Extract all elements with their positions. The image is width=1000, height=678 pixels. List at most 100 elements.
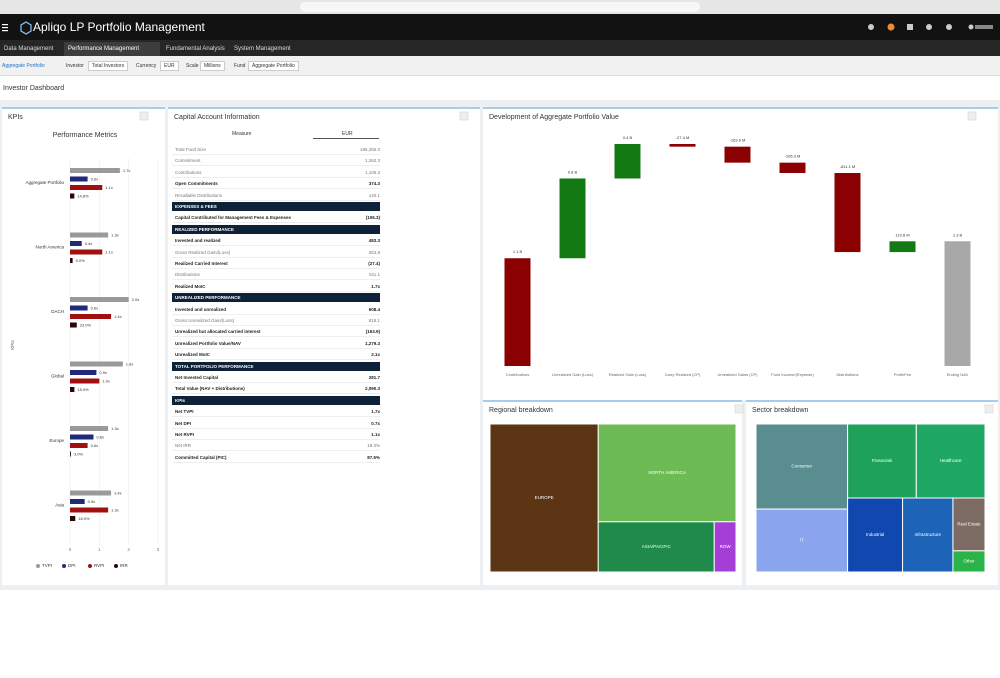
value-label: 0.4x — [85, 241, 93, 246]
row-rule — [172, 256, 380, 258]
row-label: Recallable Distributions — [175, 192, 223, 198]
row-value: (106.3) — [365, 215, 380, 221]
bar — [70, 507, 109, 513]
icon[interactable] — [907, 24, 913, 30]
tab[interactable]: Data Management — [4, 46, 54, 52]
cell-label: Other — [963, 559, 975, 564]
category-label: Global — [51, 374, 64, 379]
tab[interactable]: Performance Management — [64, 42, 160, 56]
legend-marker — [88, 564, 92, 568]
row-rule — [172, 439, 380, 440]
panel-menu[interactable] — [967, 111, 977, 121]
category-label: Unrealized Gain (Loss) — [552, 372, 594, 377]
bar — [70, 426, 109, 431]
category-label: Realized Gain (Loss) — [609, 372, 647, 377]
row-rule — [172, 245, 380, 247]
column-header: Measure — [232, 131, 252, 137]
value-label: 0.8 B — [568, 169, 578, 174]
bar — [70, 232, 109, 238]
icon[interactable] — [887, 23, 895, 31]
app-header: Apliqo LP Portfolio Management — [0, 14, 1000, 40]
bar — [70, 241, 82, 246]
legend-label: DPI — [68, 563, 76, 568]
row-rule — [172, 347, 380, 349]
filter-label: Scale — [186, 63, 199, 69]
user-icon[interactable] — [968, 24, 974, 30]
treemap-cell — [597, 521, 715, 573]
row-rule — [172, 279, 380, 281]
icon[interactable] — [926, 24, 932, 30]
icon[interactable] — [946, 24, 952, 30]
bar — [70, 434, 94, 440]
row-value: 0.7x — [371, 420, 380, 426]
category-label: Fund Income/(Expense) — [771, 372, 814, 377]
row-label: Invested and unrealized — [175, 306, 227, 312]
waterfall-bar — [834, 173, 861, 253]
value-label: -163.9 M — [730, 138, 746, 143]
category-label: DACH — [51, 309, 64, 314]
section-header: KPIs — [172, 395, 380, 405]
filter-dropdown[interactable]: Aggregate Portfolio — [248, 61, 299, 71]
value-label: 1.1x — [105, 185, 113, 190]
cell-label: Consumer — [791, 464, 812, 469]
row-rule — [172, 461, 380, 463]
tab[interactable]: System Management — [234, 46, 291, 52]
treemap-cell — [902, 497, 954, 573]
row-label: Distributions — [175, 272, 200, 278]
icon[interactable] — [868, 24, 874, 30]
row-value: (163.9) — [365, 329, 380, 335]
value-label: 1.3x — [111, 507, 119, 512]
panel-menu[interactable] — [734, 404, 744, 414]
bar — [70, 314, 112, 319]
panel-menu[interactable] — [139, 111, 149, 121]
user-name[interactable] — [975, 25, 993, 29]
filter-dropdown[interactable]: EUR — [160, 61, 179, 71]
legend-marker — [62, 564, 66, 568]
value-label: 3.0% — [74, 451, 84, 456]
bar — [70, 451, 71, 457]
category-label: Ending NAV — [947, 372, 969, 377]
treemap-cell — [755, 423, 849, 510]
bar — [70, 185, 103, 190]
row-rule — [172, 290, 380, 292]
panel-title: Capital Account Information — [174, 114, 260, 121]
treemap-cell — [915, 423, 986, 499]
panel-title: KPIs — [8, 114, 23, 121]
x-tick-label: 1 — [98, 547, 101, 552]
section-header: EXPENSES & FEES — [172, 202, 380, 211]
row-label: Unrealized Portfolio Value/NAV — [175, 340, 241, 346]
row-value: 811.1 — [369, 272, 380, 278]
panel-menu[interactable] — [459, 111, 469, 121]
toolbar-icons — [868, 23, 993, 31]
row-label: Unrealized but allocated carried interes… — [175, 329, 261, 335]
filter-dropdown[interactable]: Total Investors — [88, 61, 129, 71]
bar — [70, 176, 88, 182]
row-rule — [172, 165, 380, 167]
row-label: Open Commitments — [175, 181, 218, 187]
context-link[interactable]: Aggregate Portfolio — [2, 63, 45, 69]
cell-label: ROW — [720, 544, 732, 549]
logo — [2, 21, 32, 35]
bar — [70, 322, 77, 328]
row-label: Net Invested Capital — [175, 375, 219, 380]
row-rule — [172, 188, 380, 190]
address-bar[interactable] — [300, 2, 700, 12]
value-label: 1.4x — [114, 314, 122, 319]
row-value: 374.3 — [368, 181, 380, 187]
value-label: 1.8x — [126, 361, 134, 366]
section-label: EXPENSES & FEES — [175, 204, 217, 209]
row-label: Gross Realized Gain/(Loss) — [175, 249, 231, 255]
bar — [70, 193, 75, 199]
value-label: 110.8 M — [895, 232, 909, 237]
category-label: Europe — [49, 438, 64, 443]
filter-dropdown[interactable]: Millions — [200, 61, 225, 71]
bar — [70, 378, 100, 384]
tab[interactable]: Fundamental Analysis — [166, 46, 225, 52]
legend-marker — [114, 564, 118, 568]
legend-label: RVPI — [94, 563, 104, 568]
category-label: Distributions — [836, 372, 858, 377]
panel-title: Sector breakdown — [752, 407, 809, 414]
panel-menu[interactable] — [984, 404, 994, 414]
value-label: 0.6x — [91, 443, 99, 448]
